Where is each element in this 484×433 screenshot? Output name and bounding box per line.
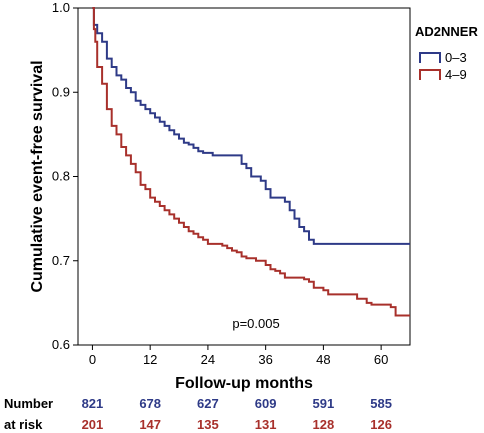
risk-table-label-line2: at risk	[4, 417, 43, 432]
x-tick-label: 0	[89, 352, 96, 367]
survival-curve-low	[92, 7, 410, 245]
risk-value-low: 627	[197, 396, 219, 411]
risk-value-high: 126	[370, 417, 392, 432]
risk-value-low: 609	[255, 396, 277, 411]
risk-value-low: 678	[139, 396, 161, 411]
legend-swatch-low	[419, 52, 441, 63]
legend-swatch-high	[419, 69, 441, 80]
legend-label-high: 4–9	[445, 67, 467, 82]
y-tick-label: 0.9	[52, 84, 70, 99]
risk-value-low: 591	[313, 396, 335, 411]
risk-value-high: 147	[139, 417, 161, 432]
x-tick-label: 60	[374, 352, 388, 367]
y-tick-label: 0.7	[52, 253, 70, 268]
y-tick-label: 0.8	[52, 169, 70, 184]
x-tick-label: 48	[316, 352, 330, 367]
legend-title: AD2NNER	[415, 24, 478, 39]
plot-frame	[77, 7, 411, 346]
risk-value-high: 128	[313, 417, 335, 432]
risk-value-high: 131	[255, 417, 277, 432]
y-tick-label: 1.0	[52, 0, 70, 15]
risk-table-label-line1: Number	[4, 396, 53, 411]
x-axis-title: Follow-up months	[175, 375, 313, 392]
risk-value-high: 135	[197, 417, 219, 432]
x-tick-label: 24	[201, 352, 215, 367]
risk-value-high: 201	[82, 417, 104, 432]
legend-label-low: 0–3	[445, 50, 467, 65]
y-tick-label: 0.6	[52, 337, 70, 352]
x-tick-label: 36	[258, 352, 272, 367]
p-value-annotation: p=0.005	[232, 316, 279, 331]
risk-value-low: 585	[370, 396, 392, 411]
y-axis-title: Cumulative event-free survival	[29, 60, 46, 292]
survival-curve-high	[92, 7, 410, 317]
risk-value-low: 821	[82, 396, 104, 411]
x-tick-label: 12	[143, 352, 157, 367]
